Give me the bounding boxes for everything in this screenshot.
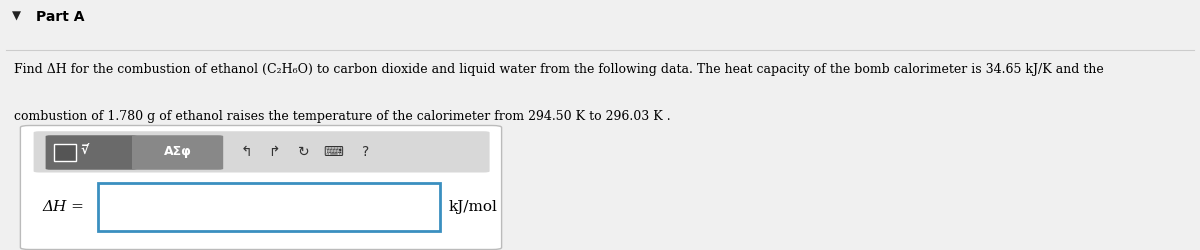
Text: kJ/mol: kJ/mol	[449, 200, 498, 214]
Text: Find ΔH for the combustion of ethanol (C₂H₆O) to carbon dioxide and liquid water: Find ΔH for the combustion of ethanol (C…	[14, 62, 1104, 76]
Text: combustion of 1.780 g of ethanol raises the temperature of the calorimeter from : combustion of 1.780 g of ethanol raises …	[14, 110, 671, 123]
FancyBboxPatch shape	[132, 135, 223, 170]
Text: Part A: Part A	[36, 10, 84, 24]
Text: ΔH =: ΔH =	[42, 200, 84, 214]
Text: ▼: ▼	[12, 10, 22, 23]
FancyBboxPatch shape	[34, 131, 490, 172]
FancyBboxPatch shape	[54, 144, 76, 161]
Text: ⌨: ⌨	[324, 145, 343, 159]
Bar	[98, 182, 440, 231]
Text: √̅: √̅	[80, 145, 89, 158]
FancyBboxPatch shape	[46, 135, 137, 170]
Text: ↱: ↱	[268, 145, 280, 159]
Text: ?: ?	[362, 145, 370, 159]
FancyBboxPatch shape	[20, 126, 502, 250]
Text: ↻: ↻	[298, 145, 310, 159]
Text: AΣφ: AΣφ	[163, 145, 192, 158]
Text: ↰: ↰	[240, 145, 252, 159]
